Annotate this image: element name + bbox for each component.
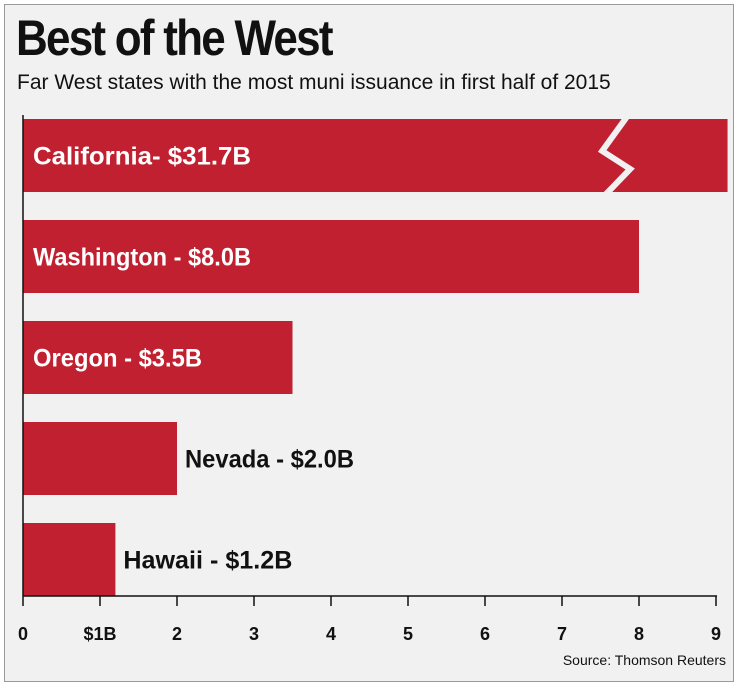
bar-hawaii	[23, 523, 116, 596]
x-tick-label: $1B	[83, 624, 116, 644]
x-tick-label: 7	[557, 624, 567, 644]
x-tick-label: 8	[634, 624, 644, 644]
x-tick-label: 4	[326, 624, 336, 644]
data-label-hawaii: Hawaii - $1.2B	[123, 547, 292, 575]
x-tick-label: 9	[711, 624, 721, 644]
bar-nevada	[23, 422, 177, 495]
x-tick-label: 6	[480, 624, 490, 644]
chart-subtitle: Far West states with the most muni issua…	[17, 71, 611, 94]
data-label-washington: Washington - $8.0B	[33, 244, 251, 272]
bar-oregon	[23, 321, 293, 394]
chart-title: Best of the West	[16, 10, 334, 66]
data-label-oregon: Oregon - $3.5B	[33, 345, 202, 373]
x-tick-label: 0	[18, 624, 28, 644]
source-note: Source: Thomson Reuters	[562, 652, 726, 668]
axis-break-marker	[597, 113, 635, 199]
data-label-nevada: Nevada - $2.0B	[185, 446, 354, 474]
x-axis: 0 $1B 2 3 4 5 6 7 8 9	[18, 115, 721, 644]
bars-layer: California- $31.7B Washington - $8.0B Oreg…	[23, 113, 728, 596]
bar-washington	[23, 220, 639, 293]
x-tick-label: 3	[249, 624, 259, 644]
data-label-california: California- $31.7B	[33, 143, 251, 171]
x-tick-label: 2	[172, 624, 182, 644]
x-tick-label: 5	[403, 624, 413, 644]
